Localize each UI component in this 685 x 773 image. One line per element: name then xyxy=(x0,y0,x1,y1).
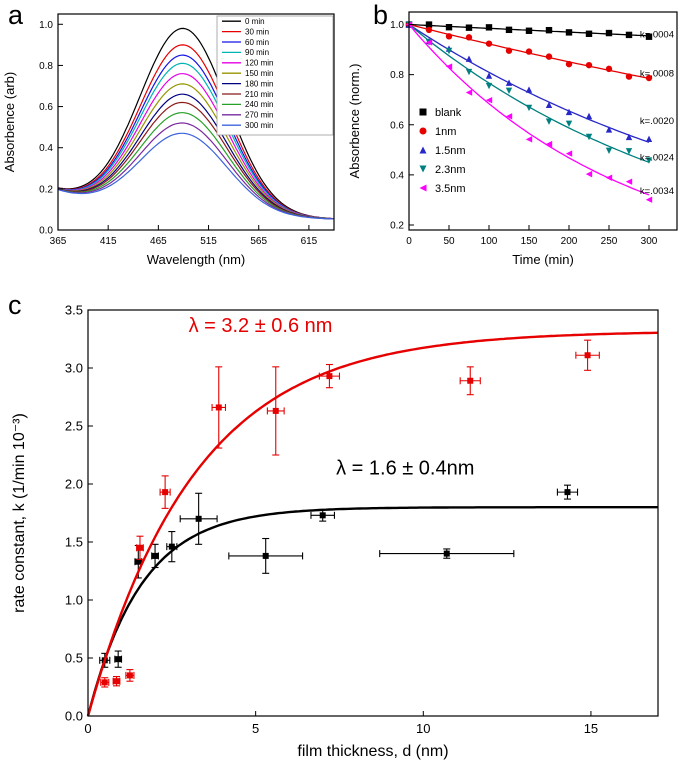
rate-constant-label: k=.0034 xyxy=(640,186,674,197)
panel-b-decay-kinetics-chart: k=.0004 k=.0008 k=.0020 k=.0024 k=.0034 0 50 10… xyxy=(347,11,678,267)
y-tick-label: 0.5 xyxy=(65,651,83,666)
y-tick-label: 1.0 xyxy=(390,20,404,31)
y-tick-label: 0.0 xyxy=(65,709,83,724)
x-tick-label: 365 xyxy=(50,236,67,247)
x-tick-label: 5 xyxy=(252,721,259,736)
legend-label: 180 min xyxy=(245,79,273,88)
x-tick-label: 250 xyxy=(601,236,618,247)
legend-label: 300 min xyxy=(245,121,273,130)
y-tick-label: 1.5 xyxy=(65,535,83,550)
x-tick-label: 615 xyxy=(301,236,318,247)
red-series xyxy=(86,331,658,717)
legend-label: 3.5nm xyxy=(435,183,466,195)
rate-constant-label: k=.0020 xyxy=(640,116,674,127)
axes: 365 415 465 515 565 615 0.0 0.2 0.4 0.6 0.8 1.0 xyxy=(39,13,335,247)
x-tick-label: 465 xyxy=(150,236,167,247)
panel-a-absorbance-spectra-chart: 365 415 465 515 565 615 0.0 0.2 0.4 0.6 0.8 1.0 Wave… xyxy=(2,13,335,267)
y-tick-label: 0.6 xyxy=(39,102,53,113)
legend-label: 150 min xyxy=(245,69,273,78)
x-tick-label: 10 xyxy=(416,721,430,736)
y-tick-label: 0.8 xyxy=(390,70,404,81)
x-tick-label: 515 xyxy=(200,236,217,247)
y-axis-label: Absorbence (norm.) xyxy=(347,64,362,179)
panel-label-a: a xyxy=(8,0,24,30)
legend: blank 1nm 1.5nm 2.3nm 3.5nm xyxy=(419,107,466,195)
x-axis-label: Wavelength (nm) xyxy=(147,252,246,267)
black-series xyxy=(86,484,658,717)
y-axis-label: Absorbence (arb) xyxy=(2,72,17,172)
y-tick-label: 0.6 xyxy=(390,120,404,131)
x-tick-label: 0 xyxy=(84,721,91,736)
rate-constant-label: k=.0024 xyxy=(640,152,674,163)
legend-label: 210 min xyxy=(245,90,273,99)
decay-series xyxy=(405,21,653,203)
rate-constant-label: k=.0008 xyxy=(640,68,674,79)
legend-label: 0 min xyxy=(245,17,265,26)
y-tick-label: 3.0 xyxy=(65,361,83,376)
y-tick-label: 3.5 xyxy=(65,303,83,318)
spectra-curves xyxy=(57,27,335,220)
legend-label: 120 min xyxy=(245,59,273,68)
x-tick-label: 415 xyxy=(100,236,117,247)
x-tick-label: 200 xyxy=(561,236,578,247)
x-tick-label: 565 xyxy=(250,236,267,247)
rate-constant-label: k=.0004 xyxy=(640,30,674,41)
lambda-annotation: λ = 3.2 ± 0.6 nm xyxy=(189,315,333,337)
axes: 0 50 100 150 200 250 300 0.2 0.4 0.6 0.8 1.0 xyxy=(390,11,678,247)
legend-label: 2.3nm xyxy=(435,164,466,176)
y-tick-label: 1.0 xyxy=(65,593,83,608)
legend-label: 60 min xyxy=(245,38,269,47)
x-tick-label: 15 xyxy=(584,721,598,736)
panel-label-c: c xyxy=(8,290,22,320)
legend-label: 1nm xyxy=(435,126,456,138)
y-tick-label: 0.4 xyxy=(39,143,53,154)
x-tick-label: 150 xyxy=(521,236,538,247)
legend-label: 90 min xyxy=(245,48,269,57)
legend-label: 30 min xyxy=(245,27,269,36)
y-tick-label: 2.5 xyxy=(65,419,83,434)
y-tick-label: 0.2 xyxy=(390,220,404,231)
y-tick-label: 0.0 xyxy=(39,226,53,237)
y-tick-label: 1.0 xyxy=(39,20,53,31)
panel-c-rate-constant-chart: λ = 1.6 ± 0.4nm λ = 3.2 ± 0.6 nm 0 5 10 15 0.0… xyxy=(11,303,659,760)
y-axis-label: rate constant, k (1/min 10⁻³) xyxy=(11,413,28,613)
y-tick-label: 0.2 xyxy=(39,184,53,195)
x-tick-label: 300 xyxy=(641,236,658,247)
x-tick-label: 50 xyxy=(443,236,455,247)
y-tick-label: 0.8 xyxy=(39,61,53,72)
x-tick-label: 100 xyxy=(481,236,498,247)
legend-label: 270 min xyxy=(245,111,273,120)
legend-label: 1.5nm xyxy=(435,145,466,157)
x-tick-label: 0 xyxy=(406,236,412,247)
y-tick-label: 2.0 xyxy=(65,477,83,492)
legend-label: blank xyxy=(435,107,462,119)
lambda-annotation: λ = 1.6 ± 0.4nm xyxy=(336,458,474,480)
fit-curve xyxy=(86,506,658,717)
axes: 0 5 10 15 0.0 0.5 1.0 1.5 2.0 2.5 3.0 3.5 xyxy=(65,303,659,736)
x-axis-label: Time (min) xyxy=(512,252,574,267)
fit-curve xyxy=(86,331,658,717)
y-tick-label: 0.4 xyxy=(390,170,404,181)
x-axis-label: film thickness, d (nm) xyxy=(297,743,448,760)
panel-label-b: b xyxy=(373,0,389,30)
legend-label: 240 min xyxy=(245,100,273,109)
